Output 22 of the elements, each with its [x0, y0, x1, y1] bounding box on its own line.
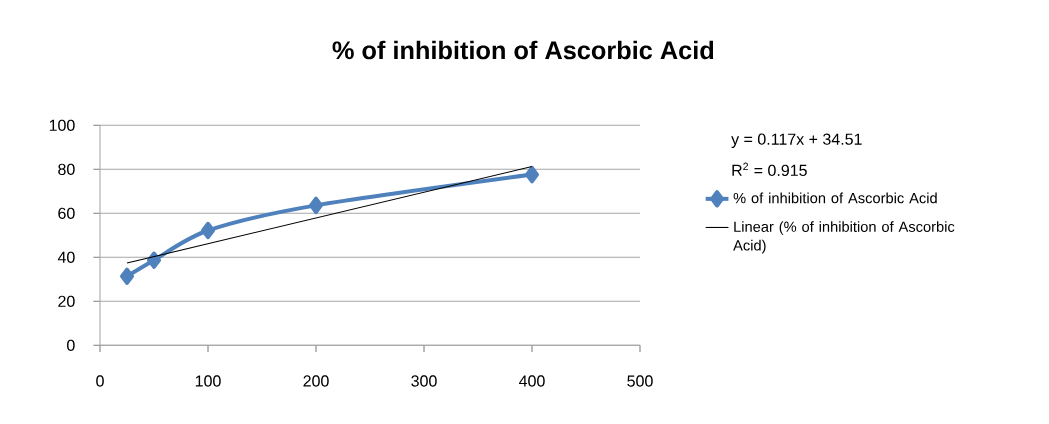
x-tick-label: 500: [627, 375, 653, 387]
text: y = 0.117x + 34.51: [731, 133, 862, 148]
point: [120, 267, 135, 285]
x-tick-label: 0: [96, 375, 104, 387]
x-tick-label: 100: [195, 375, 221, 387]
x-tick-label: 400: [519, 375, 545, 387]
text: R$^{2}$ = 0.915: [732, 162, 807, 177]
y-tick-label: 80: [58, 163, 75, 175]
chart-title: % of inhibition of Ascorbic Acid: [332, 40, 714, 60]
y-tick-label: 100: [49, 119, 75, 131]
x-tick-label: 300: [411, 375, 437, 387]
y-tick-label: 60: [58, 207, 75, 219]
x-tick-label: 200: [303, 375, 329, 387]
point: [309, 196, 324, 215]
point: [201, 221, 216, 240]
legend-label: % of inhibition of Ascorbic Acid: [733, 192, 937, 204]
point: [147, 251, 162, 269]
y-tick-label: 40: [57, 251, 75, 263]
legend-label: Linear (% of inhibition of Ascorbic Acid): [733, 221, 955, 254]
y-tick-label: 20: [58, 295, 75, 307]
point: [525, 165, 540, 184]
y-tick-label: 0: [67, 339, 75, 351]
